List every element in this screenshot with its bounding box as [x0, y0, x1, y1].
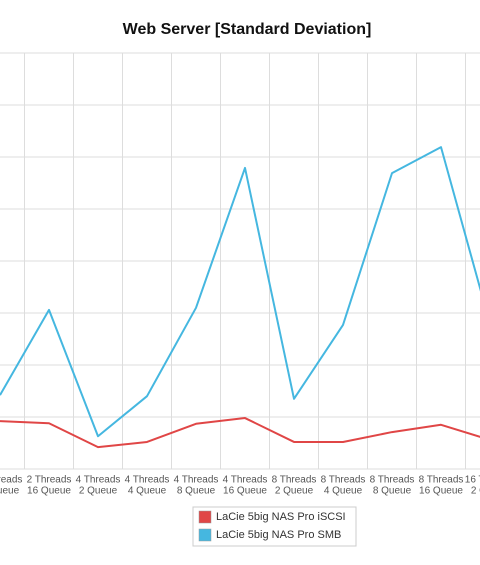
- chart-title: Web Server [Standard Deviation]: [123, 21, 372, 38]
- x-tick-label: 2 Threads: [27, 475, 72, 486]
- legend-swatch: [198, 528, 212, 542]
- series-line: [0, 417, 480, 449]
- x-tick-label: 8 Threads: [419, 475, 464, 486]
- x-tick-label: 8 Threads: [272, 475, 317, 486]
- x-tick-label: 2 Queue: [275, 486, 314, 497]
- x-tick-label: 8 Threads: [370, 475, 415, 486]
- x-tick-label: 16 Queue: [419, 486, 463, 497]
- x-tick-label: 2 Threads: [0, 475, 22, 486]
- legend-label: LaCie 5big NAS Pro SMB: [216, 529, 341, 541]
- x-tick-label: 4 Queue: [324, 486, 363, 497]
- x-tick-label: 2 Queue: [79, 486, 118, 497]
- x-tick-label: 16 Queue: [223, 486, 267, 497]
- x-tick-label: 16 Threads: [465, 475, 480, 486]
- legend-label: LaCie 5big NAS Pro iSCSI: [216, 511, 346, 523]
- x-tick-label: 4 Threads: [174, 475, 219, 486]
- series-line: [0, 146, 480, 438]
- x-tick-label: 8 Threads: [321, 475, 366, 486]
- x-tick-label: 8 Queue: [0, 486, 20, 497]
- legend-swatch: [198, 510, 212, 524]
- x-tick-label: 8 Queue: [177, 486, 216, 497]
- x-tick-label: 4 Threads: [125, 475, 170, 486]
- x-tick-label: 4 Queue: [128, 486, 167, 497]
- x-tick-label: 4 Threads: [76, 475, 121, 486]
- legend: [192, 506, 357, 547]
- x-tick-label: 16 Queue: [27, 486, 71, 497]
- x-tick-label: 2 Queue: [471, 486, 480, 497]
- x-tick-label: 4 Threads: [223, 475, 268, 486]
- x-tick-label: 8 Queue: [373, 486, 412, 497]
